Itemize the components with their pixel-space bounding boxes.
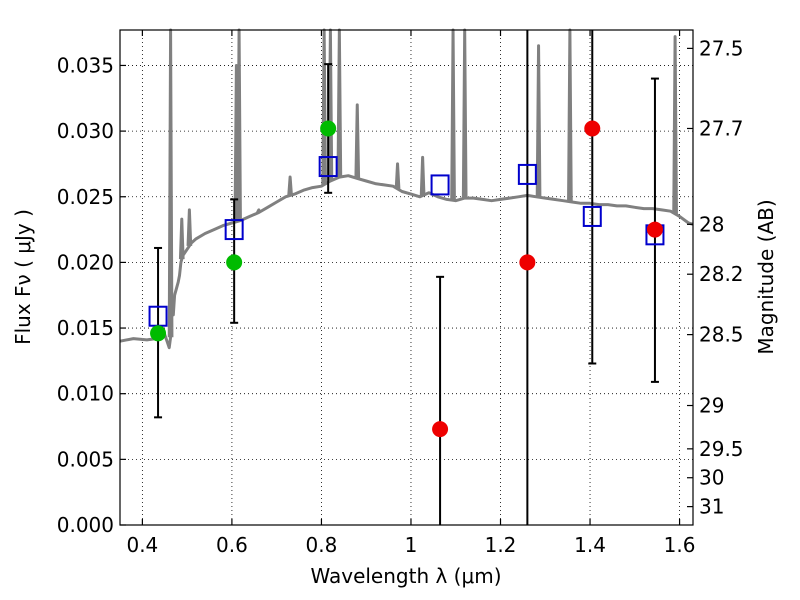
emission-line-spike <box>354 103 361 179</box>
y-tick-label: 0.015 <box>57 316 114 340</box>
emission-line-spike <box>567 28 573 202</box>
errorbar-layer <box>154 30 659 525</box>
y-tick-label: 0.010 <box>57 382 114 406</box>
nondetection-point <box>519 254 536 271</box>
emission-line-spike <box>236 28 242 221</box>
emission-line-spike <box>394 162 401 189</box>
nondetection-point <box>646 221 663 238</box>
template-spectrum-line <box>119 174 694 350</box>
axes: 0.4 0.6 0.8 1 1.2 1.4 1.6 0.000 0.005 0.010 0.015 0… <box>57 30 744 557</box>
x-tick-label: 1.4 <box>574 533 606 557</box>
y-tick-label: 0.025 <box>57 185 114 209</box>
grid <box>120 30 693 526</box>
mag-tick-label: 31 <box>699 495 724 519</box>
y-tick-label: 0.005 <box>57 447 114 471</box>
y-tick-label: 0.000 <box>57 513 114 537</box>
x-tick-label: 0.8 <box>306 533 338 557</box>
emission-line-spike <box>178 217 185 260</box>
model-photometry-square <box>430 174 450 196</box>
model-photometry-layer <box>148 156 665 327</box>
mag-tick-label: 28.2 <box>699 262 744 286</box>
y-tick-label: 0.030 <box>57 119 114 143</box>
emission-line-spike <box>336 28 343 178</box>
y-tick-label: 0.020 <box>57 250 114 274</box>
emission-line-spike <box>461 28 468 199</box>
emission-line-spike <box>535 44 542 198</box>
x-tick-label: 0.6 <box>216 533 248 557</box>
emission-line-spike <box>167 28 174 338</box>
detection-point <box>150 325 167 342</box>
detection-point <box>226 254 243 271</box>
model-photometry-square <box>517 163 537 185</box>
model-photometry-square <box>318 156 338 178</box>
x-axis-title: Wavelength λ (μm) <box>310 564 501 588</box>
mag-tick-label: 27.7 <box>699 116 744 140</box>
template-spectrum-layer <box>119 28 694 350</box>
y-axis-right-title: Magnitude (AB) <box>754 199 778 354</box>
observed-points-layer <box>150 120 663 438</box>
emission-line-spike <box>186 208 193 247</box>
x-tick-label: 1.6 <box>664 533 696 557</box>
plot-frame <box>119 29 694 526</box>
x-tick-label: 1 <box>405 533 418 557</box>
mag-tick-label: 29.5 <box>699 437 744 461</box>
y-tick-label: 0.035 <box>57 53 114 77</box>
x-tick-label: 0.4 <box>126 533 158 557</box>
emission-line-spike <box>256 208 262 214</box>
nondetection-point <box>432 421 449 438</box>
mag-tick-label: 29 <box>699 394 724 418</box>
mag-tick-label: 30 <box>699 466 724 490</box>
x-tick-label: 1.2 <box>485 533 517 557</box>
emission-line-spike <box>327 28 334 182</box>
emission-line-spike <box>287 175 293 196</box>
y-axis-title: Flux Fν ( μJy ) <box>11 209 35 345</box>
nondetection-point <box>584 120 601 137</box>
emission-line-spike <box>450 28 456 201</box>
model-photometry-square <box>582 205 602 227</box>
mag-tick-label: 28.5 <box>699 323 744 347</box>
detection-point <box>320 120 337 137</box>
model-photometry-square <box>224 219 244 241</box>
emission-line-spike <box>321 28 327 185</box>
mag-tick-label: 27.5 <box>699 36 744 60</box>
emission-line-spike <box>419 155 426 196</box>
emission-line-spike <box>672 35 678 214</box>
mag-tick-label: 28 <box>699 212 724 236</box>
